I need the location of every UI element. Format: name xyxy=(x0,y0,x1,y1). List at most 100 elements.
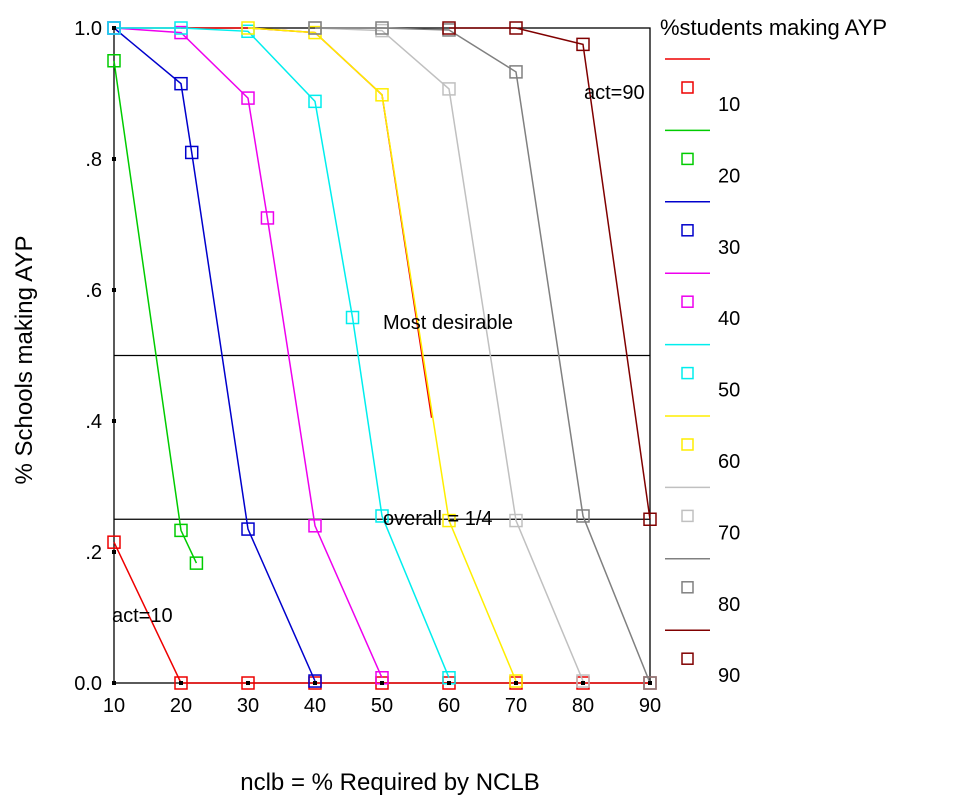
series-30-line xyxy=(113,27,316,682)
x-tick-label: 30 xyxy=(237,695,259,717)
x-tick-label: 10 xyxy=(103,695,125,717)
series-30-point xyxy=(184,145,199,160)
y-axis-title: % Schools making AYP xyxy=(11,235,38,484)
x-tick-label: 70 xyxy=(505,695,527,717)
axis-ticks: 10 20 30 40 50 60 70 80 90 0.0 .2 .4 .6 .8 1.0 xyxy=(74,18,661,717)
series-60-point xyxy=(442,513,456,528)
x-tick-mark xyxy=(313,681,317,685)
x-tick-label: 40 xyxy=(304,695,326,717)
legend-title: %students making AYP xyxy=(660,15,887,40)
y-tick-label: .8 xyxy=(85,149,102,171)
series-60-line xyxy=(247,27,517,682)
y-tick-label: .4 xyxy=(85,411,102,433)
series-80-point xyxy=(509,65,523,79)
y-tick-mark xyxy=(112,288,116,292)
series-90-point xyxy=(643,512,657,526)
legend-marker-60 xyxy=(681,438,694,451)
y-tick-label: 1.0 xyxy=(74,18,102,40)
series-90-line xyxy=(449,27,651,520)
series-60-point xyxy=(509,674,523,688)
y-tick-label: .2 xyxy=(85,542,102,564)
reference-label-most-desirable: Most desirable xyxy=(383,312,513,334)
series-30-point xyxy=(241,522,255,536)
legend-marker-90 xyxy=(681,652,694,665)
legend-label-70: 70 xyxy=(718,522,740,544)
legend-marker-10 xyxy=(681,81,694,94)
series-90-point xyxy=(509,21,523,35)
series-40-point xyxy=(241,91,255,105)
series-90-point xyxy=(576,37,590,52)
series-80-point xyxy=(576,509,590,523)
series-30-point xyxy=(174,76,188,91)
y-tick-mark xyxy=(112,550,116,554)
series-10-point xyxy=(107,535,121,549)
y-tick-mark xyxy=(112,157,116,161)
legend-label-60: 60 xyxy=(718,451,740,473)
legend-marker-20 xyxy=(681,152,694,166)
x-tick-mark xyxy=(447,681,451,685)
series-50-point xyxy=(345,310,360,325)
series-layer xyxy=(107,21,657,690)
annotation-act-90: act=90 xyxy=(584,82,645,104)
x-axis-title: nclb = % Required by NCLB xyxy=(240,769,539,796)
series-10-line xyxy=(113,541,650,684)
series-40-point xyxy=(260,211,275,225)
series-20-point xyxy=(174,523,188,538)
legend: %students making AYP 10 20 30 40 50 60 70 80 90 xyxy=(660,15,887,687)
legend-label-20: 20 xyxy=(718,165,740,187)
series-50-point xyxy=(174,21,188,35)
x-tick-mark xyxy=(380,681,384,685)
series-50-line xyxy=(114,27,450,679)
y-tick-mark xyxy=(112,419,116,423)
series-80-line xyxy=(315,27,651,684)
reference-lines xyxy=(114,354,650,520)
legend-marker-50 xyxy=(681,366,694,380)
series-90-point xyxy=(442,21,456,35)
series-50-point xyxy=(107,21,121,35)
y-tick-label: .6 xyxy=(85,280,102,302)
series-70-point xyxy=(576,674,590,688)
legend-marker-30 xyxy=(681,224,694,237)
series-50-point xyxy=(375,509,389,523)
x-tick-label: 90 xyxy=(639,695,661,717)
x-tick-label: 50 xyxy=(371,695,393,717)
legend-label-80: 80 xyxy=(718,594,740,616)
series-10-point xyxy=(241,676,255,690)
series-20-line xyxy=(113,60,198,564)
series-10-upper-line xyxy=(181,27,433,418)
x-tick-label: 60 xyxy=(438,695,460,717)
y-tick-mark xyxy=(112,681,116,685)
series-30-point xyxy=(308,674,322,688)
y-tick-mark xyxy=(112,26,116,30)
series-80-point xyxy=(643,676,657,690)
reference-label-overall: overall = 1/4 xyxy=(383,508,493,530)
series-50-point xyxy=(308,94,322,109)
x-tick-mark xyxy=(648,681,652,685)
legend-label-30: 30 xyxy=(718,237,740,259)
x-tick-label: 80 xyxy=(572,695,594,717)
series-70-point xyxy=(442,82,456,96)
series-80-point xyxy=(308,21,322,35)
series-70-line xyxy=(314,27,584,682)
legend-marker-70 xyxy=(681,509,694,523)
x-tick-mark xyxy=(581,681,585,685)
series-20-point xyxy=(189,556,204,570)
y-tick-label: 0.0 xyxy=(74,673,102,695)
legend-label-90: 90 xyxy=(718,665,740,687)
series-70-point xyxy=(509,513,523,528)
series-10-point xyxy=(174,676,188,690)
series-40-line xyxy=(113,27,383,679)
legend-label-40: 40 xyxy=(718,308,740,330)
legend-marker-80 xyxy=(681,581,694,594)
x-tick-label: 20 xyxy=(170,695,192,717)
legend-label-50: 50 xyxy=(718,380,740,402)
series-80-point xyxy=(375,21,389,35)
series-20-point xyxy=(107,54,121,68)
series-60-point xyxy=(375,88,389,102)
legend-marker-40 xyxy=(681,295,694,308)
x-tick-mark xyxy=(179,681,183,685)
x-tick-mark xyxy=(246,681,250,685)
series-60-point xyxy=(241,21,255,35)
series-40-point xyxy=(308,519,322,533)
